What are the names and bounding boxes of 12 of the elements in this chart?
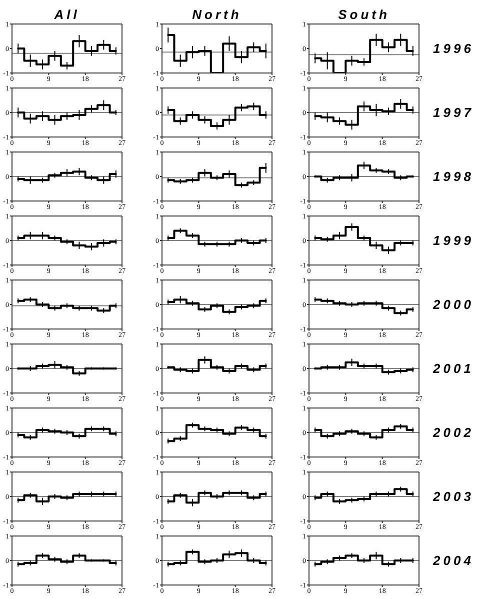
- y2-axis-title: 2000: [433, 296, 474, 314]
- y2-axis-title: 2004: [433, 552, 474, 570]
- y2-axis-title: 2001: [433, 360, 474, 378]
- y2-axis-title: 2002: [433, 424, 474, 442]
- y2-axis-title: 1999: [433, 232, 474, 250]
- y2-axis-title: 1998: [433, 168, 474, 186]
- chart-title: South: [337, 7, 391, 23]
- chart-title: All: [53, 7, 81, 23]
- y2-axis-title: 1997: [433, 104, 474, 122]
- y2-axis-title: 2003: [433, 488, 474, 506]
- y2-axis-title: 1996: [433, 40, 474, 58]
- chart-title: North: [191, 7, 243, 23]
